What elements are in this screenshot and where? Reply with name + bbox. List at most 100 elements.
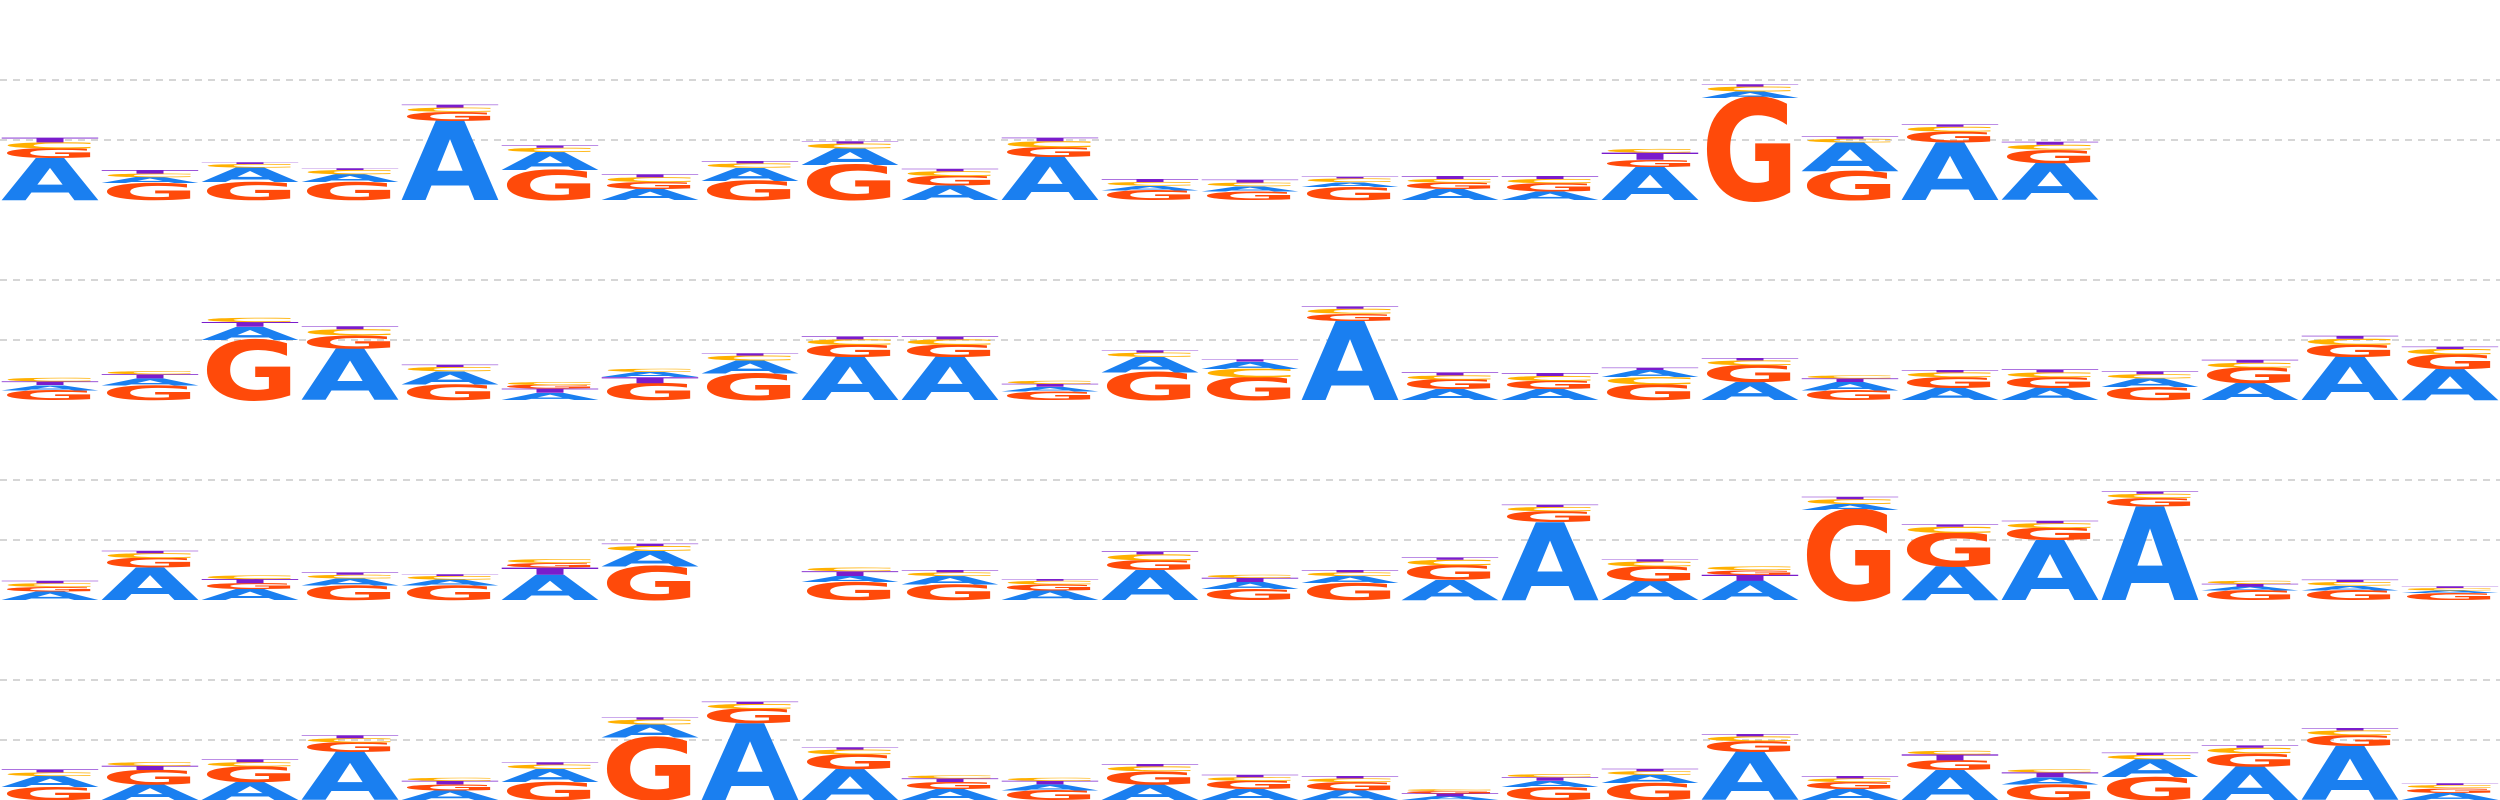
logo-letter-T-row0-pos15: T [1501,175,1599,180]
logo-letter-G-row2-pos20: G [2001,525,2099,544]
logo-letter-G-row2-pos11: G [1101,558,1199,573]
logo-letter-T-row3-pos16: T [1601,768,1699,772]
logo-letter-T-row0-pos4: T [401,104,499,109]
logo-letter-G-row3-pos3: G [301,740,399,755]
logo-letter-A-row2-pos2: A [201,586,299,603]
logo-letter-A-row2-pos17: A [1701,576,1799,607]
logo-letter-G-row2-pos18: G [1801,485,1899,629]
logo-letter-C-row2-pos2: C [201,574,299,580]
logo-letter-A-row3-pos4: A [401,788,499,800]
logo-letter-A-row3-pos14: A [1401,795,1499,800]
logo-letter-C-row1-pos21: C [2101,373,2199,380]
logo-letter-G-row1-pos4: G [401,380,499,405]
logo-letter-A-row3-pos0: A [1,773,99,790]
logo-letter-G-row2-pos9: G [901,580,999,605]
logo-letter-G-row2-pos8: G [801,577,899,606]
logo-letter-G-row3-pos8: G [801,751,899,774]
logo-letter-T-row1-pos24: T [2401,346,2499,350]
logo-letter-C-row0-pos18: C [1801,138,1899,144]
logo-letter-G-row0-pos13: G [1301,183,1399,204]
logo-letter-T-row3-pos15: T [1501,776,1599,782]
logo-letter-T-row0-pos7: T [701,160,799,164]
logo-letter-G-row1-pos20: G [2001,374,2099,391]
logo-letter-C-row2-pos19: C [1901,525,1999,535]
logo-letter-T-row1-pos21: T [2101,370,2199,375]
logo-letter-T-row2-pos3: T [301,572,399,576]
logo-letter-A-row2-pos10: A [1001,588,1099,603]
logo-letter-G-row2-pos22: G [2201,588,2299,603]
logo-letter-C-row0-pos12: C [1201,182,1299,188]
logo-letter-C-row0-pos4: C [401,106,499,113]
logo-letter-C-row1-pos12: C [1201,367,1299,380]
logo-letter-G-row0-pos9: G [901,174,999,189]
logo-letter-A-row1-pos5: A [501,391,600,402]
logo-letter-C-row3-pos16: C [1601,770,1699,776]
logo-letter-C-row1-pos20: C [2001,371,2099,379]
logo-letter-A-row2-pos3: A [301,577,400,588]
logo-letter-C-row1-pos4: C [401,366,499,373]
logo-letter-A-row3-pos16: A [1601,773,1700,786]
logo-letter-G-row1-pos11: G [1101,365,1199,409]
logo-letter-A-row0-pos13: A [1301,181,1399,189]
logo-letter-C-row2-pos13: C [1301,571,1399,577]
logo-letter-A-row2-pos14: A [1401,574,1499,607]
logo-letter-T-row1-pos22: T [2201,359,2299,364]
logo-letter-G-row1-pos14: G [1401,377,1499,392]
logo-letter-C-row3-pos7: C [701,703,799,711]
logo-letter-C-row3-pos8: C [801,748,899,756]
logo-letter-A-row0-pos4: A [401,100,499,226]
logo-letter-C-row0-pos20: C [2001,144,2099,152]
logo-letter-C-row3-pos3: C [301,737,399,744]
logo-letter-T-row2-pos11: T [1101,551,1199,556]
logo-letter-A-row1-pos3: A [301,335,399,417]
logo-letter-C-row3-pos13: C [1301,777,1399,783]
logo-letter-A-row2-pos6: A [601,547,699,572]
logo-letter-T-row0-pos8: T [801,141,899,145]
logo-letter-T-row0-pos17: T [1701,84,1799,88]
logo-letter-T-row2-pos6: T [601,543,699,547]
logo-letter-T-row2-pos19: T [1901,524,1999,528]
logo-letter-T-row1-pos3: T [301,325,399,330]
logo-letter-C-row2-pos17: C [1701,565,1799,571]
logo-letter-G-row2-pos17: G [1701,569,1799,577]
logo-letter-A-row3-pos23: A [2301,732,2399,800]
logo-letter-G-row3-pos21: G [2101,771,2199,800]
logo-letter-C-row2-pos22: C [2201,580,2299,585]
logo-letter-T-row1-pos14: T [1401,372,1499,377]
logo-letter-C-row1-pos23: C [2301,337,2399,347]
logo-letter-T-row0-pos1: T [101,169,199,175]
logo-letter-C-row3-pos18: C [1801,777,1899,783]
logo-letter-C-row0-pos13: C [1301,177,1399,183]
logo-letter-A-row2-pos1: A [101,559,199,611]
logo-letter-G-row3-pos18: G [1801,780,1899,792]
logo-letter-T-row0-pos9: T [901,168,999,172]
logo-letter-T-row3-pos8: T [801,747,899,751]
logo-letter-T-row3-pos17: T [1701,733,1799,737]
logo-letter-C-row2-pos18: C [1801,498,1899,506]
logo-letter-C-row3-pos2: C [201,761,299,768]
logo-letter-A-row1-pos13: A [1301,300,1399,426]
logo-letter-T-row3-pos0: T [1,769,99,774]
logo-letter-G-row3-pos16: G [1601,779,1699,800]
logo-letter-T-row1-pos23: T [2301,335,2399,340]
logo-letter-A-row2-pos18: A [1801,502,1899,512]
logo-letter-A-row1-pos19: A [1901,385,1999,404]
logo-letter-A-row2-pos12: A [1201,580,1300,591]
logo-letter-A-row1-pos9: A [901,345,999,414]
logo-letter-C-row2-pos10: C [1001,580,1099,586]
logo-letter-G-row0-pos14: G [1401,181,1499,192]
logo-letter-T-row0-pos19: T [1901,124,1999,128]
logo-letter-G-row1-pos24: G [2401,351,2499,374]
logo-letter-C-row0-pos1: C [101,173,199,179]
logo-letter-G-row1-pos1: G [101,382,199,405]
logo-letter-G-row3-pos9: G [901,780,999,792]
logo-letter-G-row1-pos0: G [1,388,99,403]
logo-letter-C-row3-pos22: C [2201,746,2299,755]
logo-letter-C-row0-pos15: C [1501,178,1599,185]
logo-letter-C-row0-pos3: C [301,169,399,176]
logo-letter-A-row0-pos12: A [1201,185,1299,194]
logo-letter-T-row3-pos4: T [401,780,499,786]
logo-letter-G-row2-pos24: G [2401,591,2499,603]
logo-letter-C-row1-pos16: C [1601,375,1699,386]
